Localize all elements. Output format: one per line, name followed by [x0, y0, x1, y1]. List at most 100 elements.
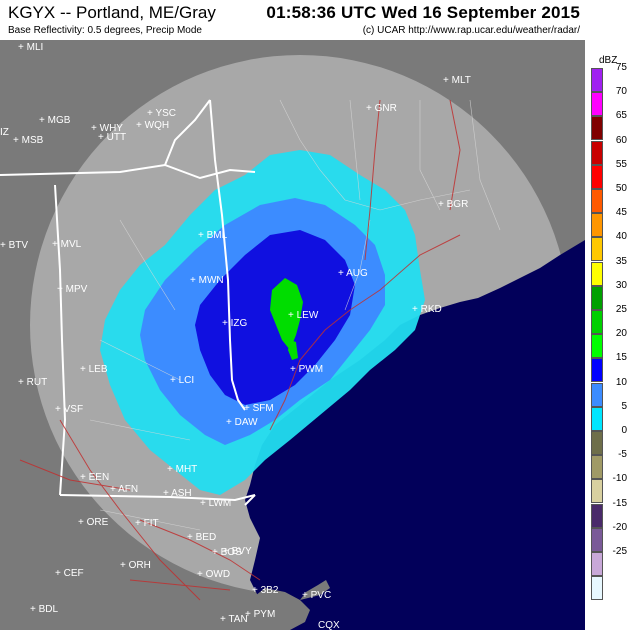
station-label: + BTV	[0, 240, 28, 251]
legend-swatch	[591, 116, 603, 141]
cape-cod-hook	[300, 580, 330, 600]
station-label: + MSB	[13, 135, 44, 146]
legend-swatch	[591, 261, 603, 286]
legend-label: 65	[615, 110, 627, 122]
station-label: IZ	[0, 127, 9, 138]
legend-label: 5	[621, 400, 627, 412]
legend-swatch	[591, 310, 603, 334]
station-label: + TAN	[220, 614, 248, 625]
cape-cod	[250, 588, 310, 630]
station-label: + RUT	[18, 377, 47, 388]
legend-label: 25	[615, 304, 627, 315]
legend-swatch	[591, 92, 603, 117]
legend-swatch	[591, 406, 603, 431]
radar-map: + MLI + MLT + YSC + WHY + WQH + UTT + MG…	[0, 40, 585, 630]
station-label: + LEB	[80, 364, 108, 375]
legend-entry: 0	[591, 425, 630, 455]
legend-entry: 5	[591, 401, 630, 431]
station-label: + LEW	[288, 310, 319, 321]
legend-entry: 70	[591, 86, 630, 117]
station-label: + UTT	[98, 132, 126, 143]
legend-swatch	[591, 334, 603, 359]
legend-entry: 40	[591, 231, 630, 262]
station-label: + 3B2	[252, 585, 279, 596]
station-label: + LCI	[170, 375, 194, 386]
station-label: + RKD	[412, 304, 442, 315]
credit-line: (c) UCAR http://www.rap.ucar.edu/weather…	[362, 25, 580, 36]
station-label: + MPV	[57, 284, 88, 295]
legend-entry: 15	[591, 352, 630, 383]
legend-entry: 60	[591, 135, 630, 165]
station-label: + BML	[198, 230, 228, 241]
legend-label: -5	[618, 449, 627, 461]
station-label: + FIT	[135, 518, 159, 529]
station-label: + MVL	[52, 239, 82, 250]
station-label: + BGR	[438, 199, 468, 210]
station-label: + PVC	[302, 590, 331, 601]
legend-swatch	[591, 237, 603, 262]
highways	[19, 99, 461, 601]
state-borders	[0, 99, 256, 506]
legend-swatch	[591, 552, 603, 576]
legend-swatch	[591, 503, 603, 528]
legend-swatch	[591, 527, 603, 552]
legend-swatch	[591, 382, 603, 407]
legend-swatch	[591, 68, 603, 92]
legend-label: 30	[615, 279, 627, 291]
station-label: + ASH	[163, 488, 192, 499]
legend-label: 45	[615, 207, 627, 219]
legend-label: 55	[615, 158, 627, 170]
station-label: + IZG	[222, 318, 248, 329]
timestamp: 01:58:36 UTC Wed 16 September 2015	[266, 3, 580, 22]
legend-label: 10	[615, 376, 627, 388]
legend-entry: 50	[591, 183, 630, 213]
legend-entry: 20	[591, 328, 630, 359]
station-label: + ORH	[120, 560, 151, 571]
station-label: + SFM	[244, 403, 274, 414]
legend-label: -10	[612, 473, 627, 485]
station-label: + OWD	[197, 569, 230, 580]
legend-entry: 75	[591, 62, 630, 92]
station-label: + AFN	[110, 484, 138, 495]
station-label: + MLI	[18, 42, 43, 53]
legend-entry: -25	[591, 546, 630, 576]
station-label: + YSC	[147, 108, 176, 119]
station-label: + MWN	[190, 275, 224, 286]
station-label: + BDL	[30, 604, 59, 615]
legend-entry: 55	[591, 159, 630, 189]
legend-swatch	[591, 189, 603, 213]
station-label: + VSF	[55, 404, 83, 415]
legend-label: 35	[615, 255, 627, 267]
station-label: + PYM	[245, 609, 275, 620]
legend-entry: -20	[591, 522, 630, 552]
legend-swatch	[591, 358, 603, 383]
legend-entry	[591, 576, 630, 601]
station-label: + ORE	[78, 517, 109, 528]
station-label: + EEN	[80, 472, 109, 483]
legend-label: 60	[615, 134, 627, 146]
legend-swatch	[591, 455, 603, 480]
station-label: + CEF	[55, 568, 84, 579]
station-label: + GNR	[366, 103, 397, 114]
legend-entry: 30	[591, 280, 630, 310]
echo-green-core	[270, 278, 303, 350]
station-label: + BVY	[223, 546, 252, 557]
legend-label: 20	[615, 328, 627, 340]
legend-entry: 35	[591, 256, 630, 286]
legend-swatch	[591, 164, 603, 189]
legend-title: dBZ	[599, 55, 618, 66]
echo-green-strand	[288, 340, 298, 360]
legend-entry: 65	[591, 110, 630, 141]
station-label: + WQH	[136, 120, 169, 131]
legend-entry: 10	[591, 377, 630, 407]
legend-label: 75	[615, 62, 627, 73]
station-label: + DAW	[226, 417, 258, 428]
legend-swatch	[591, 576, 603, 601]
legend-swatch	[591, 285, 603, 310]
legend-label: 50	[615, 183, 627, 194]
legend-entry: 45	[591, 207, 630, 238]
county-lines	[89, 99, 501, 531]
legend-label: 40	[615, 231, 627, 243]
station-label: + BED	[187, 532, 216, 543]
station-markers: + MLI + MLT + YSC + WHY + WQH + UTT + MG…	[0, 42, 471, 630]
